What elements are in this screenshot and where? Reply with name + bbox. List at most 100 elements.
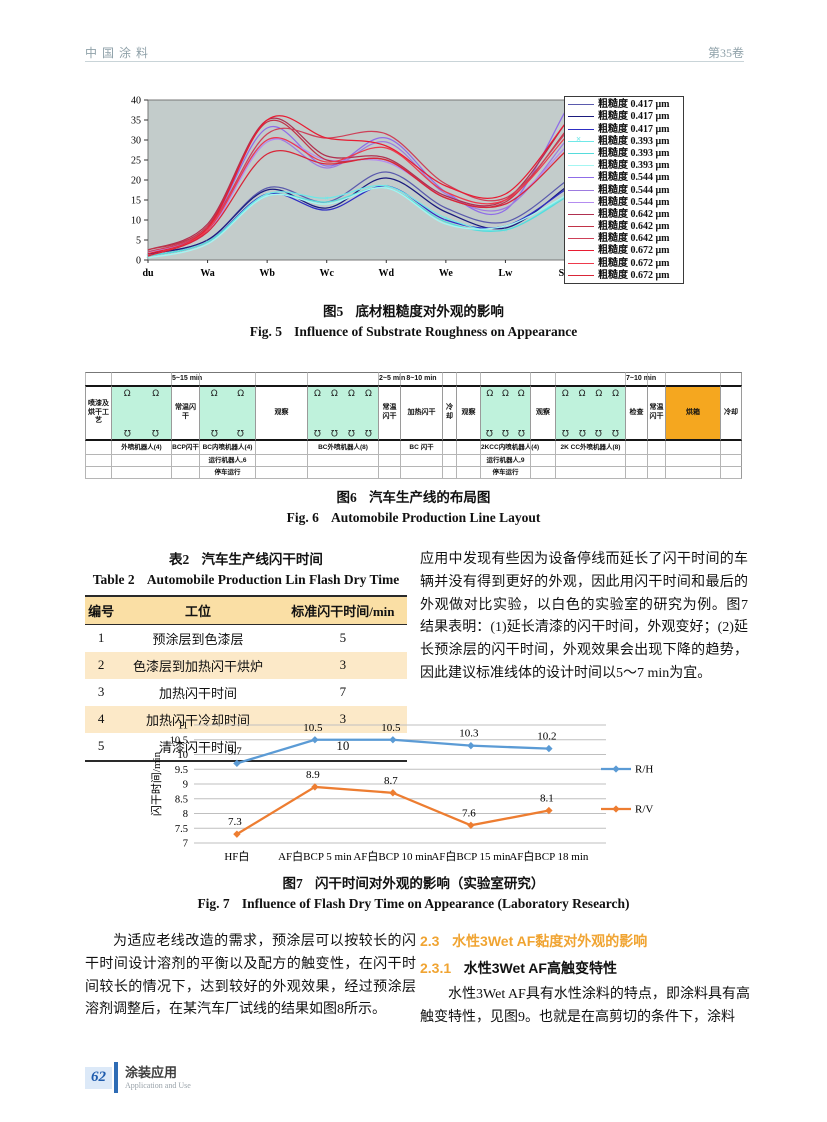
station-cell: 常温闪干: [378, 385, 400, 441]
station-time-label: [555, 372, 625, 385]
station-cell: 常温闪干: [647, 385, 665, 441]
station-bottom-label: [255, 455, 307, 467]
svg-text:15: 15: [131, 196, 141, 207]
svg-text:AF白BCP 5 min: AF白BCP 5 min: [278, 849, 352, 863]
table2: 表2 汽车生产线闪干时间 Table 2 Automobile Production…: [85, 550, 407, 762]
station-bottom-label: [378, 441, 400, 455]
svg-text:8.1: 8.1: [540, 793, 554, 805]
legend-entry: 粗糙度 0.417 μm: [565, 111, 683, 122]
fig7-caption-en-tag: Fig. 7: [197, 896, 230, 912]
svg-text:We: We: [439, 268, 453, 279]
station-label: 检查: [629, 408, 644, 416]
fig5-series-line: [147, 127, 566, 253]
legend-label: 粗糙度 0.642 μm: [598, 221, 670, 233]
legend-label: 粗糙度 0.544 μm: [598, 196, 670, 208]
station-bottom-label: [720, 455, 742, 467]
table2-cn-text: 汽车生产线闪干时间: [201, 552, 323, 567]
station-time-label: [442, 372, 456, 385]
svg-text:10.3: 10.3: [459, 728, 479, 740]
svg-text:×: ×: [384, 183, 388, 191]
station-bottom-label: [555, 467, 625, 479]
svg-text:25: 25: [131, 156, 141, 167]
legend-line-sample: [568, 250, 594, 252]
legend-line-sample: [568, 152, 594, 154]
legend-line-sample: [568, 238, 594, 240]
station-time-label: [665, 372, 720, 385]
fig6-caption-cn-tag: 图6: [336, 490, 357, 505]
legend-line-sample: [568, 262, 594, 264]
station-bottom-label: 停车运行: [199, 467, 255, 479]
table-row: 3 加热闪干时间 7: [85, 679, 407, 706]
spray-robot-icon: Ω: [365, 389, 372, 399]
svg-text:7.5: 7.5: [175, 824, 188, 835]
station-bottom-label: [625, 455, 647, 467]
fig6-caption-cn-text: 汽车生产线的布局图: [368, 490, 491, 505]
spray-robot-icon: Ω: [578, 389, 586, 399]
station-bottom-label: 2KCC内喷机器人(4): [480, 441, 539, 455]
station-label: 常温闪干: [175, 404, 196, 420]
station-time-label: [647, 372, 665, 385]
legend-line-sample: [568, 116, 594, 118]
station-bottom-label: [255, 467, 307, 479]
station-bottom-label: [442, 467, 456, 479]
station-bottom-label: [665, 455, 720, 467]
legend-entry: 粗糙度 0.393 μm: [565, 160, 683, 171]
station-label: 观察: [461, 408, 476, 416]
legend-line-sample: [568, 177, 594, 179]
svg-text:10.5: 10.5: [170, 735, 188, 746]
station-bottom-label: 运行机器人,6: [199, 455, 255, 467]
station-bottom-label: [85, 455, 111, 467]
svg-text:闪干时间/min: 闪干时间/min: [149, 751, 163, 816]
station-column: Ω Ω Ω Ω Ω Ω Ω Ω 2K CC外喷机器人(8): [555, 372, 625, 479]
page-footer: 62 涂装应用 Application and Use: [85, 1062, 191, 1093]
station-time-label: [307, 372, 378, 385]
heading-2-3-1-number: 2.3.1: [420, 960, 452, 976]
fig5-caption: 图5 底材粗糙度对外观的影响 Fig. 5 Influence of Substra…: [0, 302, 827, 343]
legend-label: 粗糙度 0.544 μm: [598, 184, 670, 196]
spray-robot-icon: Ω: [123, 427, 131, 437]
station-column: 喷漆及 烘干工艺: [85, 372, 111, 479]
station-bottom-label: [442, 441, 456, 455]
station-bottom-label: [665, 441, 720, 455]
svg-text:AF白BCP 15 min: AF白BCP 15 min: [431, 849, 511, 863]
spray-robot-icon: Ω: [517, 389, 525, 399]
station-time-label: [480, 372, 530, 385]
volume-label: 第35卷: [707, 46, 744, 60]
spray-robot-icon: Ω: [578, 427, 586, 437]
station-bottom-label: 停车运行: [480, 467, 530, 479]
table2-cn-tag: 表2: [169, 552, 190, 567]
svg-text:10.5: 10.5: [381, 722, 401, 734]
table-cell: 10: [336, 738, 350, 753]
station-cell: 烘箱: [665, 385, 720, 441]
station-cell: 喷漆及 烘干工艺: [85, 385, 111, 441]
station-label: 冷却: [446, 404, 453, 420]
station-bottom-label: [456, 455, 480, 467]
svg-text:AF白BCP 18 min: AF白BCP 18 min: [509, 849, 589, 863]
table-cell: 3: [339, 657, 347, 672]
svg-text:9.7: 9.7: [228, 745, 242, 757]
fig5-legend: 粗糙度 0.417 μm 粗糙度 0.417 μm 粗糙度 0.417 μm × 粗糙度…: [564, 96, 684, 284]
station-column: 烘箱: [665, 372, 720, 479]
station-bottom-label: [720, 441, 742, 455]
svg-text:AF白BCP 10 min: AF白BCP 10 min: [353, 849, 433, 863]
legend-entry: 粗糙度 0.417 μm: [565, 99, 683, 110]
station-label: 常温闪干: [382, 404, 397, 420]
spray-robot-icon: Ω: [210, 427, 218, 437]
legend-line-sample: [568, 274, 594, 276]
spray-robot-icon: Ω: [210, 389, 218, 399]
svg-text:7.6: 7.6: [462, 807, 476, 819]
paragraph-old-line-adaptation: 为适应老线改造的需求，预涂层可以按较长的闪干时间设计溶剂的平衡以及配方的触变性，…: [85, 934, 416, 1018]
legend-line-sample: [568, 165, 594, 167]
legend-label: 粗糙度 0.642 μm: [598, 233, 670, 245]
heading-2-3: 2.3 水性3Wet AF黏度对外观的影响: [420, 931, 750, 951]
fig6-caption: 图6 汽车生产线的布局图 Fig. 6 Automobile Production …: [0, 488, 827, 529]
svg-text:0: 0: [136, 256, 141, 267]
station-time-label: [456, 372, 480, 385]
station-bottom-label: BC 闪干: [400, 441, 442, 455]
heading-2-3-number: 2.3: [420, 933, 440, 949]
station-bottom-label: [442, 455, 456, 467]
station-cell: Ω Ω Ω Ω: [111, 385, 171, 441]
legend-label: 粗糙度 0.672 μm: [598, 245, 670, 257]
